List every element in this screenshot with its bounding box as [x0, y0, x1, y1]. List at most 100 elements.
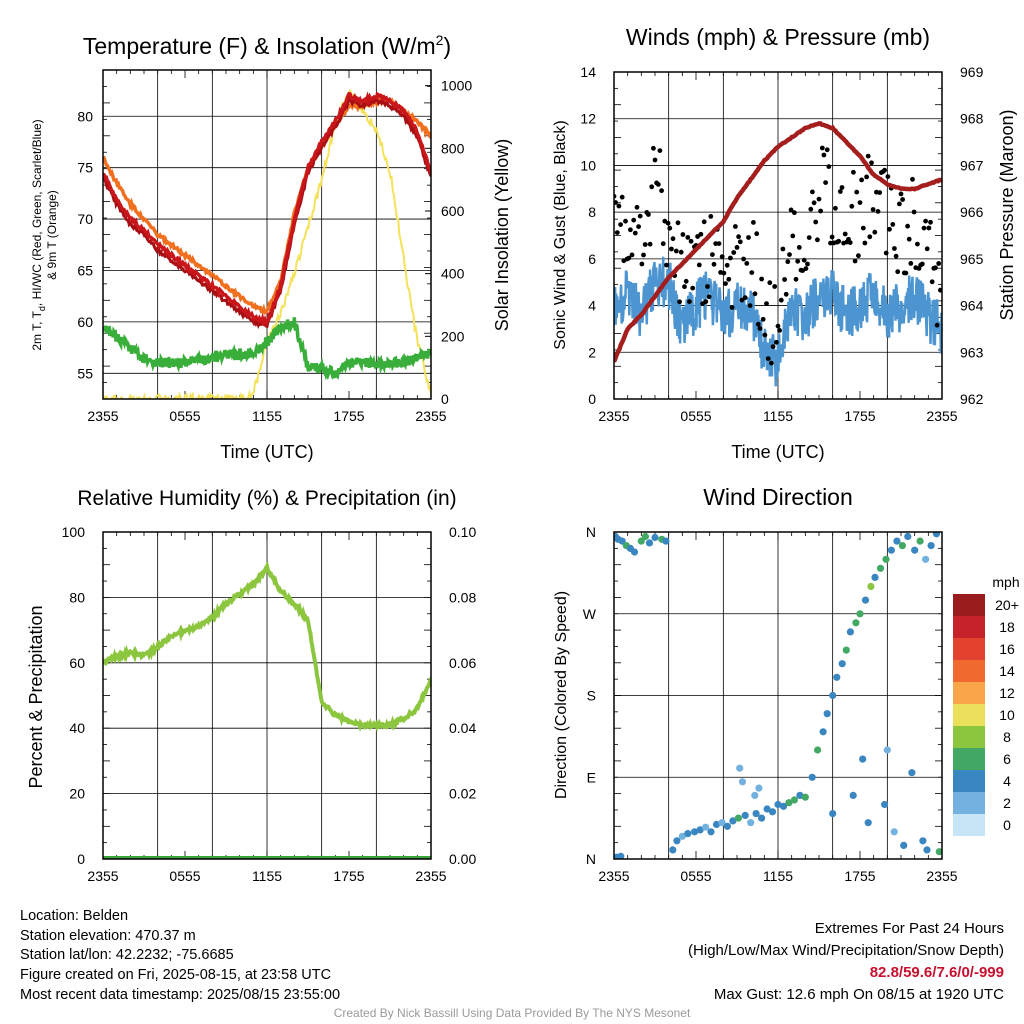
- humidity-left-axis-label: Percent & Precipitation: [26, 605, 46, 788]
- y2-tick-label: 966: [960, 204, 984, 220]
- x-tick-label: 2355: [87, 408, 118, 424]
- direction-point: [747, 819, 755, 827]
- gust-point: [677, 299, 682, 305]
- plot-frame: [102, 531, 432, 860]
- gust-point: [859, 177, 864, 183]
- gust-point: [936, 261, 942, 266]
- gust-point: [892, 246, 897, 251]
- gust-point: [629, 252, 635, 258]
- gust-point: [685, 235, 691, 240]
- data-layer: [103, 560, 431, 859]
- wind-chart-title: Winds (mph) & Pressure (mb): [626, 24, 930, 50]
- gust-point: [811, 200, 817, 206]
- wind-pressure-chart: Winds (mph) & Pressure (mb) Sonic Wind &…: [552, 24, 1017, 462]
- gust-point: [836, 238, 842, 244]
- gust-point: [782, 277, 787, 282]
- direction-point: [881, 800, 889, 809]
- gust-point: [821, 152, 827, 158]
- y-tick-label: 4: [588, 298, 596, 314]
- gust-point: [683, 278, 689, 284]
- gust-point: [723, 281, 728, 286]
- y-tick-label: 70: [77, 211, 93, 227]
- gust-point: [701, 219, 707, 225]
- station-elevation: Station elevation: 470.37 m: [20, 927, 196, 944]
- direction-point: [738, 778, 747, 786]
- y-tick-label: 2: [588, 344, 596, 360]
- gust-point: [733, 224, 738, 229]
- direction-point: [684, 830, 692, 838]
- colorbar-label: 18: [999, 619, 1015, 635]
- credit-line: Created By Nick Bassill Using Data Provi…: [333, 1006, 691, 1020]
- gust-point: [757, 326, 763, 331]
- y-tick-label: 60: [69, 655, 85, 671]
- gust-point: [673, 248, 679, 254]
- colorbar-label: 20+: [995, 597, 1019, 613]
- direction-point: [883, 746, 891, 754]
- direction-point: [908, 769, 916, 777]
- extremes-values: 82.8/59.6/7.6/0/-999: [869, 964, 1004, 981]
- dewpoint-line: [103, 317, 431, 381]
- gust-point: [687, 299, 692, 304]
- direction-point: [696, 826, 704, 834]
- gust-point: [623, 218, 628, 224]
- gust-point: [721, 270, 727, 276]
- y2-tick-label: 962: [960, 391, 984, 407]
- direction-point: [922, 555, 930, 563]
- gust-point: [619, 194, 625, 200]
- gust-point: [801, 257, 807, 263]
- gust-point: [772, 284, 778, 289]
- plot-frame: [613, 531, 943, 860]
- gust-point: [833, 205, 838, 211]
- direction-point: [932, 532, 941, 538]
- gust-point: [749, 270, 755, 275]
- direction-point: [645, 539, 654, 547]
- gust-point: [805, 261, 810, 267]
- gust-point: [713, 241, 719, 247]
- gust-point: [642, 242, 648, 247]
- temperature-left-axis-label-line2: & 9m T (Orange): [45, 190, 59, 280]
- gust-point: [885, 174, 891, 180]
- direction-point: [729, 817, 737, 825]
- direction-point: [651, 533, 659, 542]
- y2-tick-label: 0: [441, 391, 449, 407]
- colorbar-title: mph: [992, 574, 1019, 590]
- direction-point: [763, 805, 771, 813]
- y2-tick-label: 964: [960, 298, 984, 314]
- gust-point: [639, 261, 645, 267]
- humidity-chart: Relative Humidity (%) & Precipitation (i…: [26, 487, 476, 884]
- colorbar-label: 4: [1003, 773, 1011, 789]
- colorbar-swatch: [953, 792, 985, 814]
- y2-tick-label: 0.00: [449, 851, 476, 867]
- x-tick-label: 0555: [680, 408, 711, 424]
- gust-point: [869, 160, 874, 166]
- direction-point: [702, 823, 710, 831]
- direction-point: [723, 822, 732, 830]
- gust-point: [770, 344, 776, 349]
- gust-point: [665, 220, 671, 226]
- gust-point: [911, 209, 917, 215]
- gust-point: [795, 258, 801, 264]
- direction-point: [904, 532, 912, 541]
- gust-point: [678, 249, 684, 255]
- direction-point: [842, 646, 850, 654]
- gust-point: [651, 145, 656, 151]
- gust-point: [860, 225, 866, 231]
- gust-point: [716, 241, 722, 247]
- gust-point: [759, 276, 764, 282]
- direction-point: [846, 628, 855, 636]
- gust-point: [793, 276, 799, 282]
- direction-point: [673, 837, 681, 845]
- gust-point: [746, 235, 751, 240]
- gust-point: [634, 204, 640, 210]
- gust-point: [933, 265, 938, 271]
- gust-point: [655, 182, 661, 187]
- gust-point: [734, 245, 740, 250]
- grid: [614, 532, 942, 859]
- gust-point: [636, 224, 641, 230]
- x-tick-label: 2355: [598, 408, 629, 424]
- gust-point: [690, 285, 696, 291]
- direction-point: [785, 799, 793, 807]
- colorbar-label: 12: [999, 685, 1015, 701]
- gust-point: [910, 176, 915, 182]
- x-tick-label: 2355: [926, 868, 957, 884]
